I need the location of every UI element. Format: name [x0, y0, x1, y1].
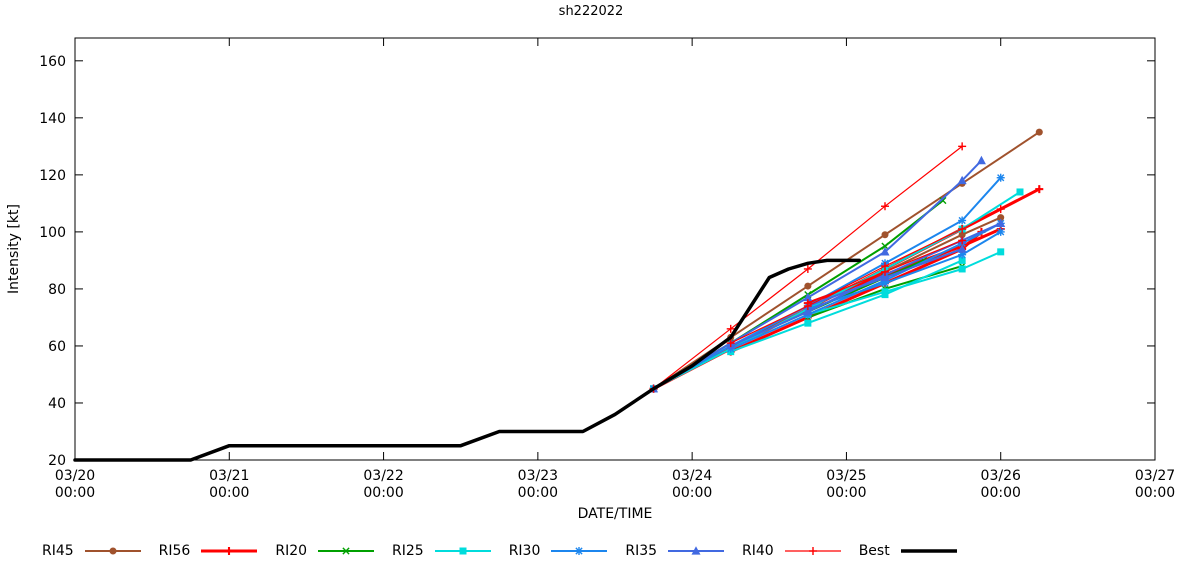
legend-item-ri20: RI20 — [275, 543, 375, 559]
legend-item-ri25: RI25 — [392, 543, 492, 559]
legend-label-ri20: RI20 — [275, 543, 308, 559]
legend-label-ri35: RI35 — [625, 543, 658, 559]
x-tick-label-time: 00:00 — [672, 485, 712, 501]
x-axis-label: DATE/TIME — [577, 506, 653, 522]
x-tick-label-time: 00:00 — [518, 485, 558, 501]
series-line-ri35 — [652, 159, 983, 390]
plot-border — [74, 37, 1156, 461]
legend-sample-ri45 — [84, 547, 141, 555]
series-ri40 — [649, 142, 1005, 393]
chart-title: sh222022 — [558, 4, 624, 19]
legend-label-ri40: RI40 — [742, 543, 774, 559]
y-tick-label: 80 — [48, 282, 66, 298]
x-tick-label-date: 03/21 — [209, 468, 249, 484]
legend-sample-ri30 — [551, 547, 608, 555]
legend-label-ri30: RI30 — [508, 543, 541, 559]
y-tick-label: 20 — [48, 453, 66, 469]
x-tick-label-time: 00:00 — [1135, 485, 1175, 501]
series-line-ri30 — [806, 230, 1002, 310]
series-line-ri25 — [729, 259, 964, 353]
y-tick-label: 140 — [39, 111, 66, 127]
series-best — [73, 258, 862, 462]
legend-sample-ri56 — [201, 547, 258, 555]
y-tick-label: 100 — [39, 225, 66, 241]
legend-sample-ri25 — [434, 547, 491, 555]
series-line-ri25 — [806, 250, 1002, 316]
x-tick-label-date: 03/20 — [55, 468, 95, 484]
legend-label-ri25: RI25 — [392, 543, 424, 559]
x-tick-label-date: 03/26 — [981, 468, 1021, 484]
x-tick-label-date: 03/22 — [363, 468, 403, 484]
x-tick-label-date: 03/27 — [1135, 468, 1175, 484]
plot-svg: 2040608010012014016003/2000:0003/2100:00… — [39, 37, 1175, 501]
y-tick-label: 60 — [48, 339, 66, 355]
legend-item-ri56: RI56 — [159, 543, 259, 559]
x-tick-label-time: 00:00 — [363, 485, 403, 501]
legend-sample-ri20 — [318, 547, 375, 555]
y-axis-label: Intensity [kt] — [6, 204, 22, 294]
series-line-ri25 — [652, 191, 1021, 390]
x-tick-label-date: 03/24 — [672, 468, 712, 484]
legend-item-best: Best — [859, 543, 958, 559]
legend: RI45 RI56 RI20 RI25 RI30 RI35 RI40 Best — [42, 540, 1182, 562]
series-line-ri56 — [729, 230, 983, 354]
x-tick-label-time: 00:00 — [55, 485, 95, 501]
y-tick-label: 120 — [39, 168, 66, 184]
legend-item-ri40: RI40 — [742, 543, 842, 559]
x-tick-label-time: 00:00 — [209, 485, 249, 501]
x-tick-label-time: 00:00 — [981, 485, 1021, 501]
series-line-ri30 — [652, 176, 1002, 390]
legend-item-ri45: RI45 — [42, 543, 142, 559]
legend-item-ri30: RI30 — [509, 543, 609, 559]
legend-item-ri35: RI35 — [625, 543, 725, 559]
legend-sample-best — [900, 549, 957, 553]
y-tick-label: 160 — [39, 54, 66, 70]
x-tick-label-time: 00:00 — [826, 485, 866, 501]
legend-sample-ri35 — [668, 546, 725, 555]
legend-label-best: Best — [858, 543, 890, 559]
series-line-best — [73, 258, 862, 462]
x-tick-label-date: 03/23 — [518, 468, 558, 484]
x-tick-label-date: 03/25 — [826, 468, 866, 484]
legend-label-ri56: RI56 — [158, 543, 191, 559]
y-tick-label: 40 — [48, 396, 66, 412]
legend-sample-ri40 — [784, 547, 841, 555]
legend-label-ri45: RI45 — [42, 543, 74, 559]
